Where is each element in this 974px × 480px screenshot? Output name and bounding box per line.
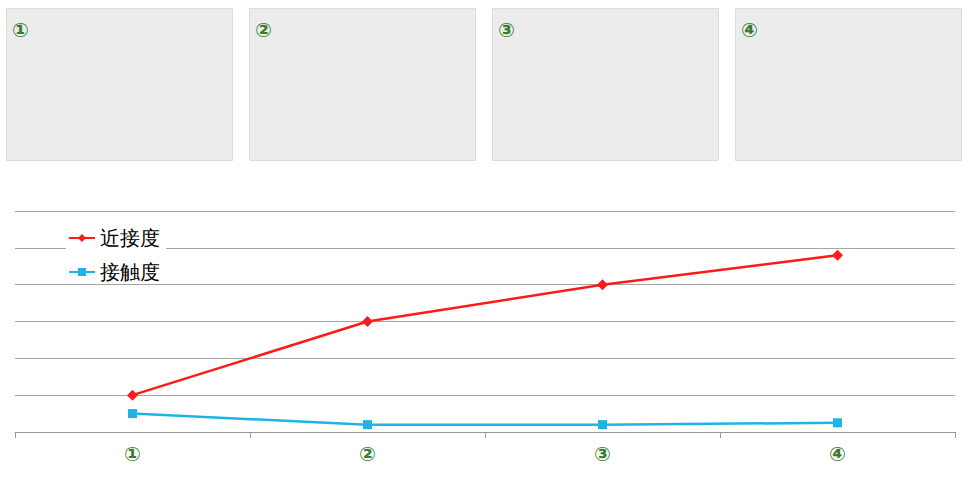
- svg-text:②: ②: [255, 18, 272, 42]
- svg-text:近接度: 近接度: [100, 226, 160, 250]
- svg-text:④: ④: [741, 18, 758, 42]
- svg-text:④: ④: [829, 442, 846, 466]
- svg-text:①: ①: [124, 442, 141, 466]
- svg-text:③: ③: [594, 442, 611, 466]
- svg-text:②: ②: [359, 442, 376, 466]
- svg-text:①: ①: [12, 18, 29, 42]
- svg-text:接触度: 接触度: [100, 260, 160, 284]
- svg-text:③: ③: [498, 18, 515, 42]
